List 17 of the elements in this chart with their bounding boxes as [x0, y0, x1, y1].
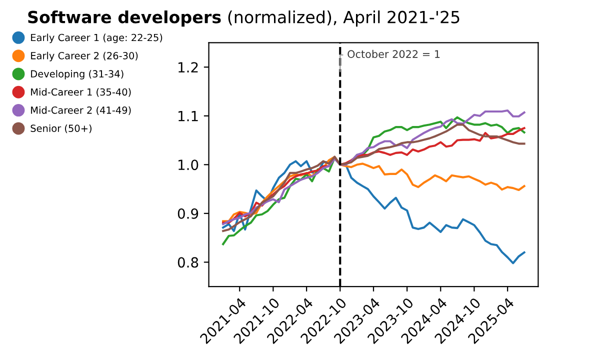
legend-label: Early Career 2 (26-30): [31, 52, 138, 62]
y-tick-label: 1.2: [178, 62, 198, 72]
legend-label: Senior (50+): [30, 124, 92, 134]
legend-label: Early Career 1 (age: 22-25): [31, 34, 162, 44]
legend-label: Mid-Career 2 (41-49): [31, 106, 131, 115]
y-tick-label: 1.1: [178, 111, 198, 122]
y-tick-label: 0.9: [178, 208, 198, 219]
chart-title: Software developers: [28, 10, 221, 27]
ref-line-label: October 2022 = 1: [348, 50, 440, 58]
line-series: [222, 109, 526, 226]
legend-label: Developing (31-34): [31, 70, 124, 80]
line-series: [222, 156, 526, 222]
chart-subtitle: (normalized), April 2021-'25: [228, 10, 460, 27]
y-tick-label: 0.8: [178, 257, 198, 268]
line-series: [222, 116, 526, 246]
y-tick-label: 1.0: [178, 160, 198, 170]
legend-label: Mid-Career 1 (35-40): [31, 88, 131, 97]
